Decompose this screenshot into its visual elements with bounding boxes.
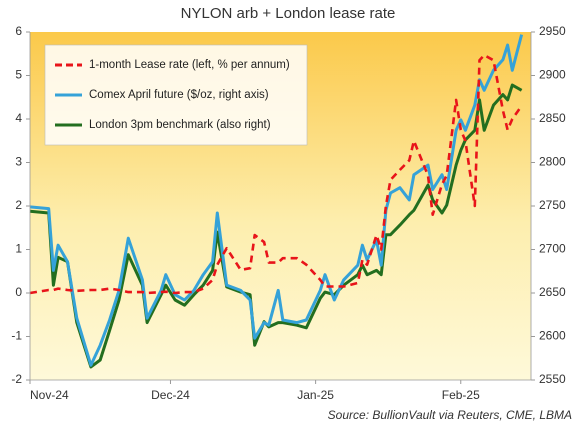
y2-tick-label: 2700 [539,242,566,256]
y2-tick-label: 2650 [539,285,566,299]
y-tick-label: 3 [15,155,22,169]
y2-tick-label: 2900 [539,68,566,82]
y-tick-label: 6 [15,24,22,38]
y-tick-label: 0 [15,285,22,299]
x-tick-label: Jan-25 [297,388,334,402]
x-tick-label: Feb-25 [442,388,480,402]
series-line [29,34,524,367]
y-tick-label: 2 [15,198,22,212]
legend-box [44,44,308,146]
x-tick-label: Dec-24 [151,388,190,402]
legend: 1-month Lease rate (left, % per annum) Co… [44,44,308,146]
y-tick-label: 5 [15,68,22,82]
y2-tick-label: 2600 [539,329,566,343]
y2-tick-label: 2850 [539,111,566,125]
source-note: Source: BullionVault via Reuters, CME, L… [328,408,572,422]
chart-title: NYLON arb + London lease rate [181,5,396,22]
y2-tick-label: 2550 [539,372,566,386]
series-line [29,53,523,295]
y-tick-label: 1 [15,242,22,256]
marks [29,34,524,369]
legend-label: 1-month Lease rate (left, % per annum) [89,59,290,71]
series-line [29,83,523,369]
y-tick-label: 4 [15,111,22,125]
y-tick-label: -1 [11,329,22,343]
y2-tick-label: 2800 [539,155,566,169]
x-tick-label: Nov-24 [30,388,69,402]
y2-tick-label: 2950 [539,24,566,38]
legend-label: London 3pm benchmark (also right) [89,119,271,131]
y2-tick-label: 2750 [539,198,566,212]
legend-label: Comex April future ($/oz, right axis) [89,89,269,101]
y-tick-label: -2 [11,372,22,386]
